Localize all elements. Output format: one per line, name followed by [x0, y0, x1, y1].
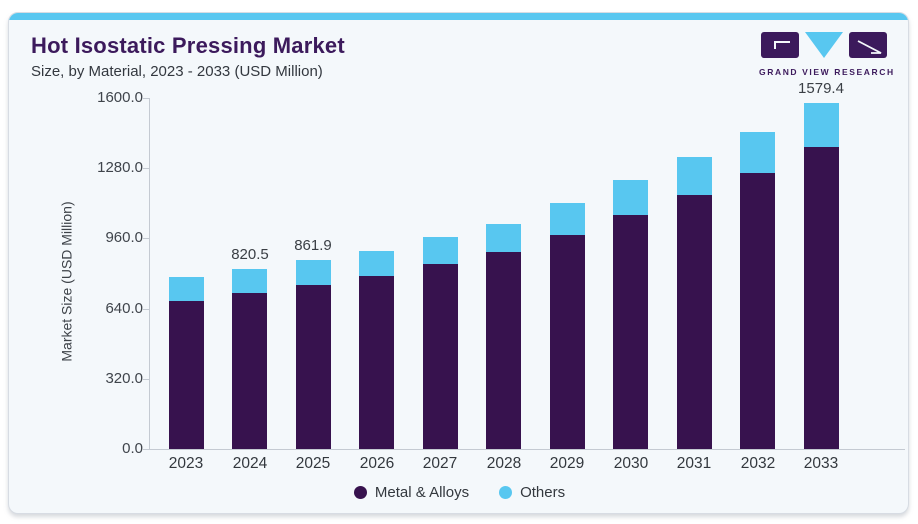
- bar-segment-metal-alloys: [486, 252, 521, 449]
- bar-2027: [423, 236, 458, 449]
- bar-segment-others: [740, 131, 775, 174]
- bar-segment-metal-alloys: [169, 300, 204, 449]
- chart-subtitle: Size, by Material, 2023 - 2033 (USD Mill…: [31, 63, 323, 80]
- x-tick-label: 2031: [676, 455, 712, 472]
- bar-segment-others: [550, 203, 585, 235]
- chart-title: Hot Isostatic Pressing Market: [31, 33, 345, 58]
- bar-segment-others: [359, 250, 394, 276]
- bar-2023: [169, 277, 204, 449]
- y-axis-title: Market Size (USD Million): [58, 201, 75, 362]
- x-tick-label: 2026: [359, 455, 395, 472]
- y-tick-label: 960.0: [105, 229, 143, 247]
- bar-segment-others: [613, 179, 648, 216]
- bar-segment-metal-alloys: [359, 275, 394, 449]
- x-tick-label: 2023: [168, 455, 204, 472]
- bar-2030: [613, 179, 648, 449]
- bar-segment-others: [423, 236, 458, 264]
- legend-item: Others: [499, 484, 565, 501]
- bar-value-label: 1579.4: [798, 79, 844, 97]
- x-tick-label: 2025: [295, 455, 331, 472]
- x-tick-label: 2029: [549, 455, 585, 472]
- bar-segment-metal-alloys: [677, 195, 712, 449]
- bar-segment-others: [804, 102, 839, 148]
- bar-2029: [550, 203, 585, 449]
- legend-label: Others: [520, 484, 566, 501]
- bar-segment-others: [296, 259, 331, 286]
- y-tick-mark: [143, 378, 149, 380]
- bar-segment-metal-alloys: [296, 285, 331, 449]
- x-tick-label: 2027: [422, 455, 458, 472]
- chart-header: Hot Isostatic Pressing Market Size, by M…: [31, 33, 345, 80]
- legend: Metal & Alloys Others: [9, 484, 908, 501]
- y-tick-label: 0.0: [122, 440, 143, 457]
- y-tick-mark: [143, 308, 149, 310]
- x-tick-label: 2033: [803, 455, 839, 472]
- bar-2032: [740, 131, 775, 449]
- bar-segment-metal-alloys: [740, 173, 775, 449]
- bar-2026: [359, 250, 394, 449]
- bar-segment-others: [677, 157, 712, 196]
- y-tick-mark: [143, 238, 149, 240]
- bar-value-label: 820.5: [231, 246, 269, 263]
- bar-segment-others: [486, 223, 521, 253]
- bar-2024: [232, 269, 267, 449]
- bar-2025: [296, 259, 331, 449]
- bar-2033: [804, 102, 839, 449]
- y-tick-label: 1280.0: [97, 159, 143, 177]
- top-accent-bar: [9, 13, 908, 20]
- bar-segment-others: [169, 277, 204, 301]
- bar-value-label: 861.9: [294, 236, 332, 254]
- y-tick-mark: [143, 98, 149, 99]
- x-axis-line: [149, 449, 905, 450]
- y-tick-label: 640.0: [105, 299, 143, 317]
- bar-segment-metal-alloys: [232, 292, 267, 449]
- gvr-logo-text: GRAND VIEW RESEARCH: [759, 67, 895, 77]
- legend-label: Metal & Alloys: [374, 484, 470, 501]
- x-tick-label: 2024: [232, 455, 268, 472]
- legend-swatch-icon: [353, 486, 367, 499]
- legend-swatch-icon: [499, 486, 513, 499]
- y-tick-label: 320.0: [105, 369, 143, 387]
- y-tick-mark: [143, 449, 149, 450]
- bar-segment-metal-alloys: [550, 234, 585, 449]
- chart-card: Hot Isostatic Pressing Market Size, by M…: [8, 12, 909, 514]
- bar-segment-others: [232, 269, 267, 293]
- y-tick-mark: [143, 168, 149, 170]
- bar-2028: [486, 223, 521, 449]
- y-axis-line: [149, 98, 150, 449]
- legend-item: Metal & Alloys: [353, 484, 470, 501]
- y-tick-label: 1600.0: [97, 89, 143, 106]
- chart-area: Market Size (USD Million) Metal & Alloys…: [9, 13, 908, 513]
- gvr-logo: GRAND VIEW RESEARCH: [759, 32, 895, 77]
- x-tick-label: 2032: [740, 455, 776, 472]
- bar-segment-metal-alloys: [804, 147, 839, 449]
- bar-segment-metal-alloys: [423, 263, 458, 449]
- gvr-logo-icon: [761, 32, 887, 58]
- x-tick-label: 2030: [613, 455, 649, 472]
- bar-2031: [677, 157, 712, 449]
- bar-segment-metal-alloys: [613, 215, 648, 449]
- x-tick-label: 2028: [486, 455, 522, 472]
